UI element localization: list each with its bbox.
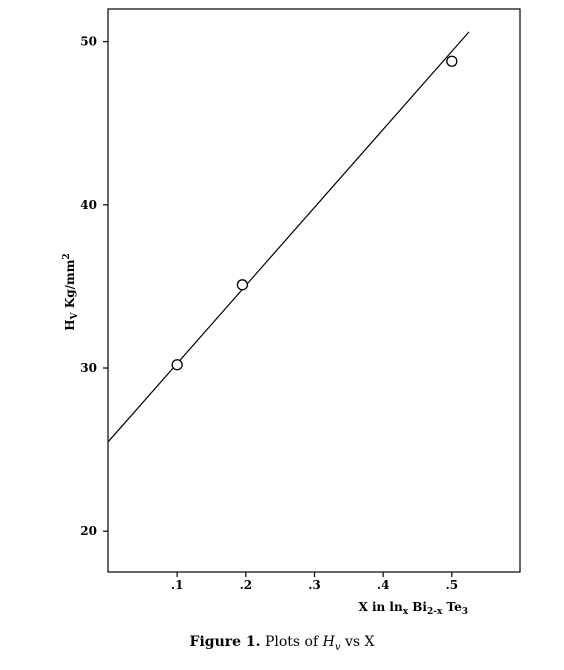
x-tick-label: .3 — [308, 578, 321, 592]
x-tick-label: .2 — [240, 578, 253, 592]
y-axis-ticks: 20 30 40 50 — [80, 35, 108, 538]
figure-label: Figure 1. — [189, 634, 261, 650]
fit-line — [108, 31, 470, 442]
y-tick-label: 20 — [80, 524, 97, 538]
x-tick-label: .5 — [446, 578, 459, 592]
y-axis-label: HV Kg/mm2 — [62, 253, 80, 330]
caption-variable: Hv — [322, 634, 341, 653]
x-tick-label: .4 — [377, 578, 390, 592]
y-tick-label: 40 — [80, 198, 97, 212]
x-tick-label: .1 — [171, 578, 184, 592]
data-point — [446, 55, 458, 67]
figure-caption: Figure 1. Plots of Hv vs X — [0, 634, 564, 653]
x-axis-ticks: .1 .2 .3 .4 .5 — [171, 572, 458, 592]
caption-text-pre: Plots of — [264, 634, 323, 650]
data-point — [171, 359, 183, 371]
y-tick-label: 30 — [80, 361, 97, 375]
data-point — [236, 279, 249, 291]
plot-frame — [107, 8, 521, 573]
x-axis-label: X in lnx Bi2-x Te3 — [358, 600, 468, 617]
y-tick-label: 50 — [80, 35, 97, 49]
data-points — [171, 55, 458, 371]
caption-text-post: vs X — [340, 634, 375, 650]
